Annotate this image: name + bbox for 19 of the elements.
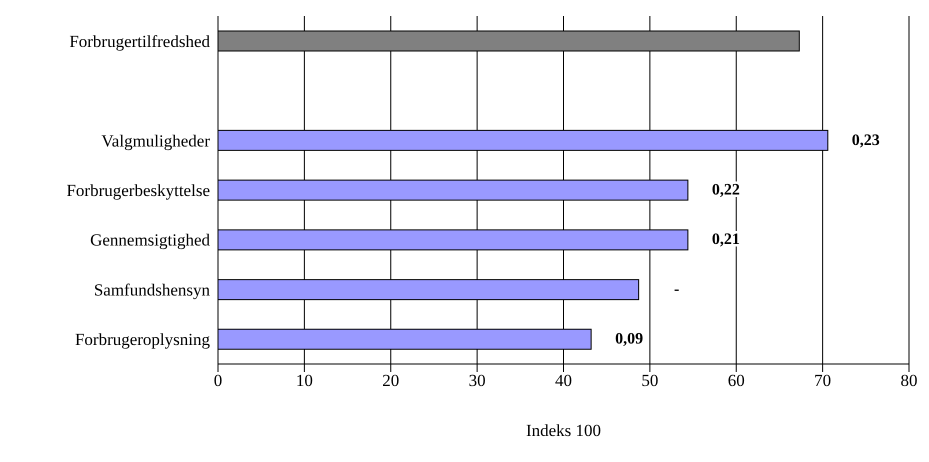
y-tick-label: Gennemsigtighed [90,230,210,250]
y-tick-label: Forbrugertilfredshed [69,32,210,51]
y-tick-label: Valgmuligheder [101,131,210,150]
annotation: 0,09 [615,330,644,348]
x-tick-label: 50 [641,371,658,390]
x-tick-label: 70 [814,371,832,390]
x-tick-label: 60 [728,371,745,390]
y-tick-label: Forbrugeroplysning [74,330,210,350]
x-tick-label: 30 [468,371,486,390]
annotation: - [674,280,680,298]
x-tick-label: 10 [296,371,313,390]
y-tick-label: Forbrugerbeskyttelse [66,181,210,200]
annotation: 0,23 [852,132,880,149]
x-tick-label: 20 [382,371,400,390]
x-tick-label: 40 [555,371,572,390]
x-tick-label: 80 [900,371,918,390]
y-tick-label: Samfundshensyn [94,280,210,300]
x-tick-label: 0 [214,371,222,390]
x-axis-title: Indeks 100 [526,421,602,440]
